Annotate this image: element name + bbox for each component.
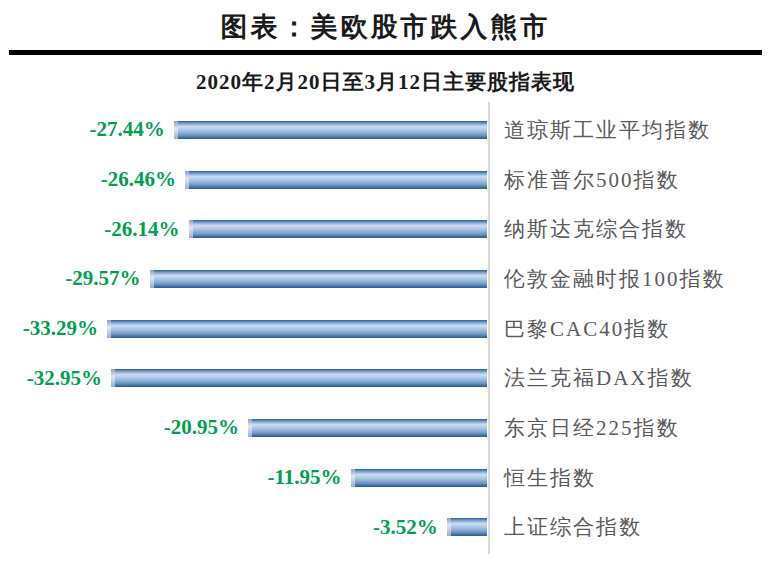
category-label: 道琼斯工业平均指数 [504,116,711,144]
bar [111,369,487,387]
category-label: 上证综合指数 [504,513,642,541]
category-label: 法兰克福DAX指数 [504,364,694,392]
bar [107,320,487,338]
bar [174,121,487,139]
bar [248,419,487,437]
chart-row: -26.14% 纳斯达克综合指数 [0,204,771,254]
category-label: 巴黎CAC40指数 [504,315,670,343]
plot-area: -11.95% [0,465,487,490]
chart-page: 图表：美欧股市跌入熊市 2020年2月20日至3月12日主要股指表现 -27.4… [0,0,771,562]
bar [189,220,487,238]
category-label: 伦敦金融时报100指数 [504,265,726,293]
value-label: -3.52% [373,515,438,540]
chart-row: -33.29% 巴黎CAC40指数 [0,304,771,354]
chart-subtitle: 2020年2月20日至3月12日主要股指表现 [0,55,771,96]
chart-row: -3.52% 上证综合指数 [0,502,771,552]
plot-area: -27.44% [0,117,487,142]
plot-area: -29.57% [0,266,487,291]
value-label: -27.44% [90,117,165,142]
category-label: 标准普尔500指数 [504,166,680,194]
value-label: -11.95% [268,465,342,490]
value-label: -26.14% [104,217,179,242]
value-label: -26.46% [101,167,176,192]
plot-area: -26.46% [0,167,487,192]
category-label: 纳斯达克综合指数 [504,215,688,243]
chart-row: -20.95% 东京日经225指数 [0,403,771,453]
chart-row: -26.46% 标准普尔500指数 [0,155,771,205]
category-label: 恒生指数 [504,464,596,492]
chart-row: -27.44% 道琼斯工业平均指数 [0,105,771,155]
chart-row: -29.57% 伦敦金融时报100指数 [0,254,771,304]
value-label: -33.29% [23,316,98,341]
bar-chart: -27.44% 道琼斯工业平均指数 -26.46% 标准普尔500指数 -26.14% 纳… [0,105,771,552]
bar [351,469,487,487]
chart-title: 图表：美欧股市跌入熊市 [0,0,771,45]
plot-area: -26.14% [0,217,487,242]
value-label: -29.57% [65,266,140,291]
bar [185,171,487,189]
category-label: 东京日经225指数 [504,414,680,442]
bar [150,270,488,288]
chart-rows: -27.44% 道琼斯工业平均指数 -26.46% 标准普尔500指数 -26.14% 纳… [0,105,771,552]
value-label: -32.95% [27,366,102,391]
plot-area: -32.95% [0,366,487,391]
value-label: -20.95% [164,415,239,440]
plot-area: -33.29% [0,316,487,341]
chart-row: -32.95% 法兰克福DAX指数 [0,353,771,403]
plot-area: -3.52% [0,515,487,540]
bar [447,518,487,536]
chart-row: -11.95% 恒生指数 [0,453,771,503]
plot-area: -20.95% [0,415,487,440]
